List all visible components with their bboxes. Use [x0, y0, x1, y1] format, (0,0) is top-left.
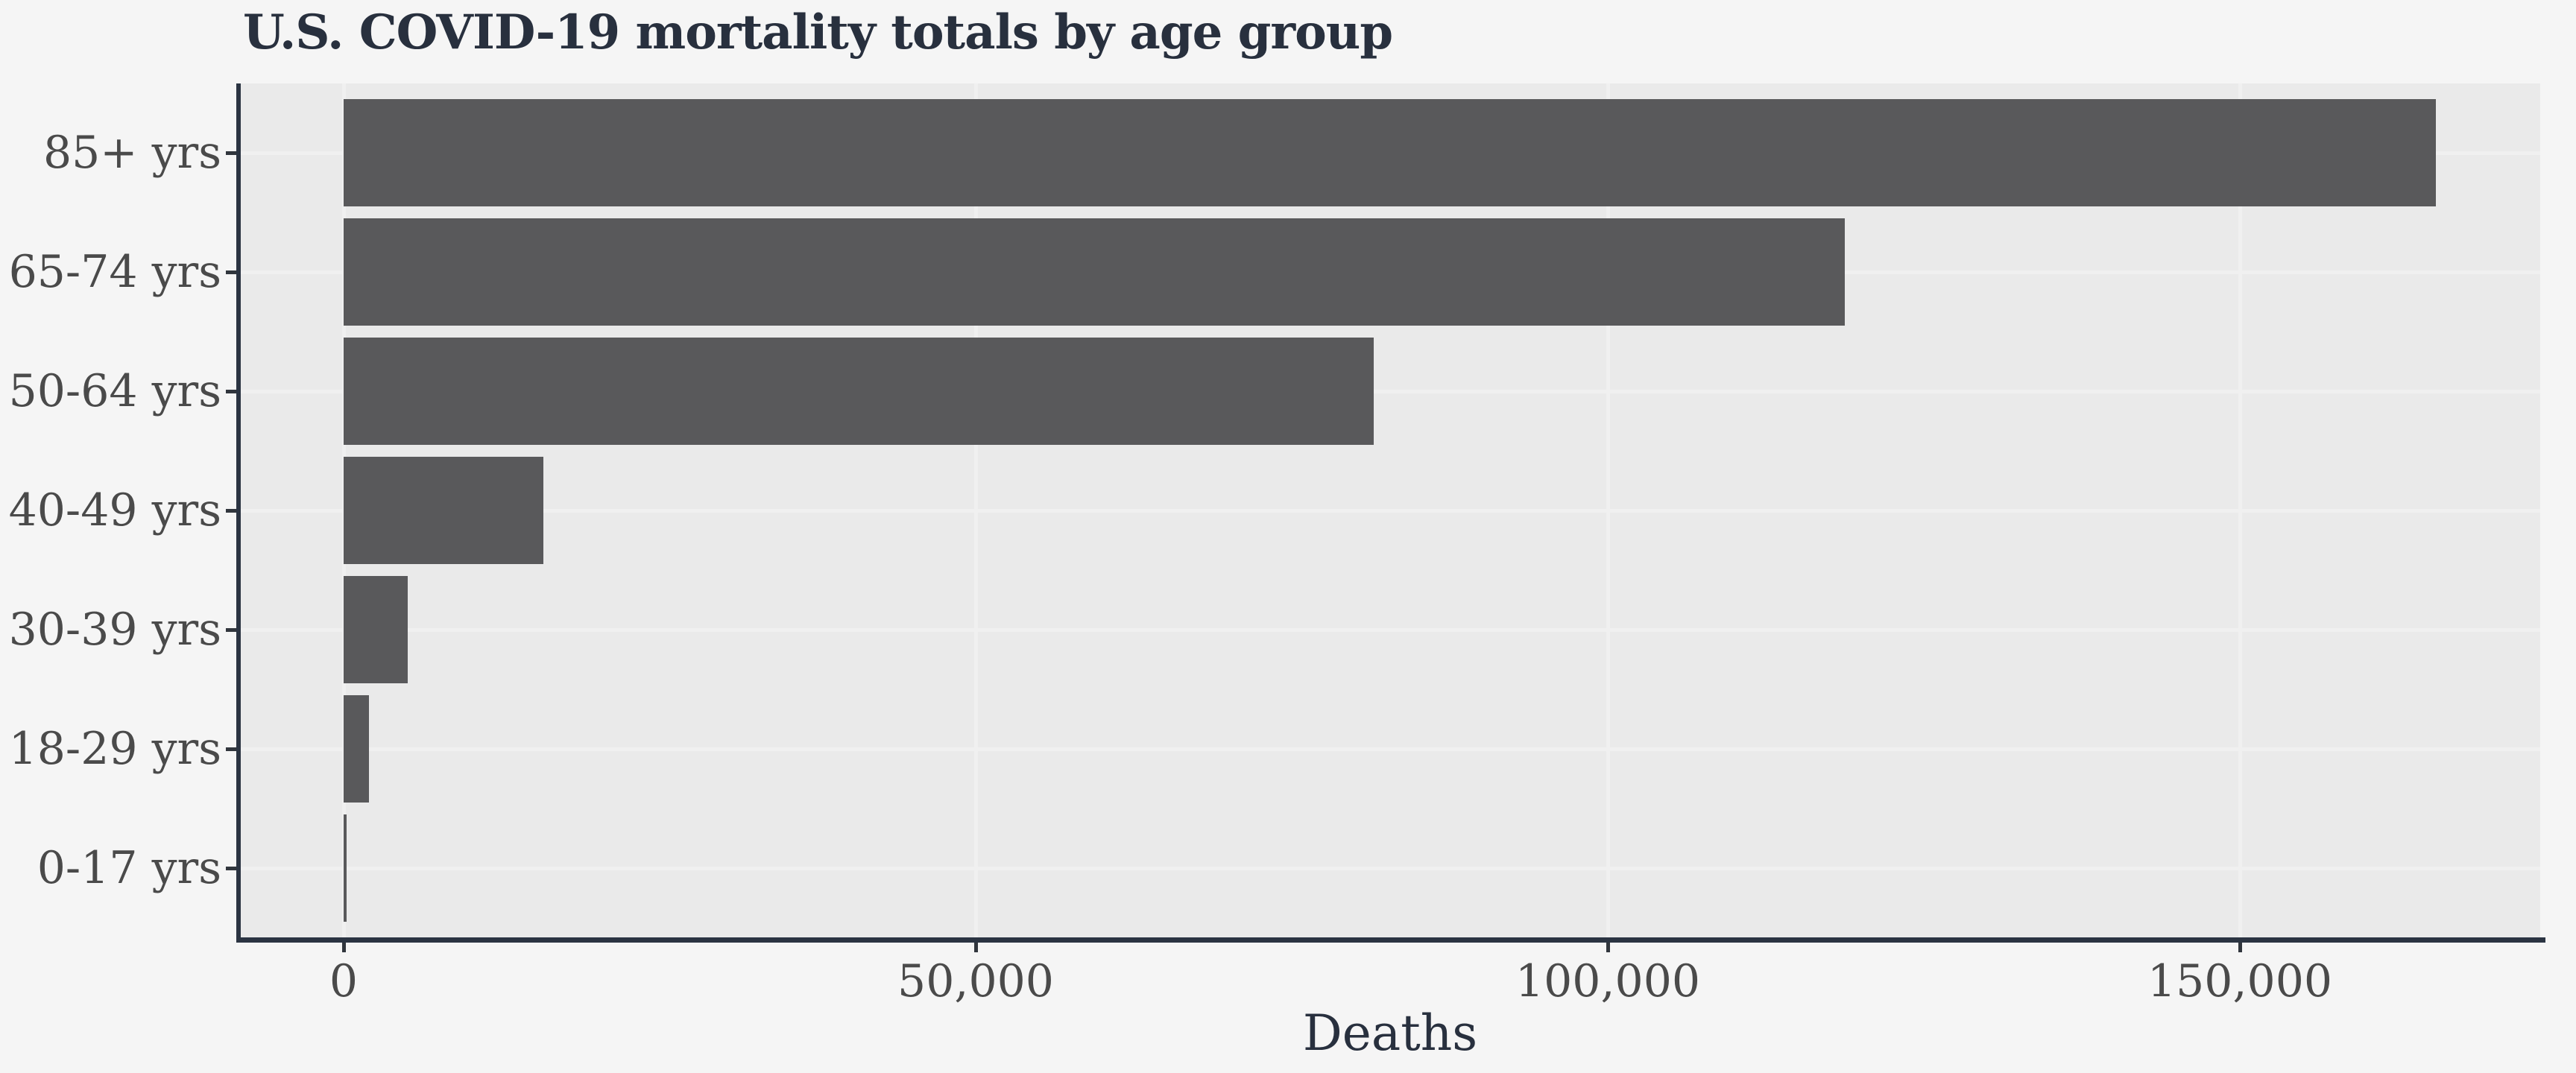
bar — [344, 338, 1374, 445]
chart-title: U.S. COVID-19 mortality totals by age gr… — [243, 4, 1393, 60]
x-axis-tick-label: 100,000 — [1515, 955, 1701, 1007]
y-tick-mark — [226, 627, 236, 632]
horizontal-gridline — [240, 747, 2540, 751]
y-axis-tick-label: 30-39 yrs — [8, 604, 221, 656]
x-tick-mark — [974, 943, 978, 952]
bar — [344, 218, 1845, 326]
y-tick-mark — [226, 866, 236, 870]
x-tick-mark — [1606, 943, 1610, 952]
horizontal-gridline — [240, 509, 2540, 513]
y-axis-tick-label: 85+ yrs — [42, 127, 221, 179]
horizontal-gridline — [240, 628, 2540, 632]
y-axis-tick-label: 65-74 yrs — [8, 246, 221, 298]
bar — [344, 99, 2436, 206]
y-tick-mark — [226, 508, 236, 513]
bar — [344, 695, 369, 803]
y-tick-mark — [226, 151, 236, 155]
y-axis-tick-label: 40-49 yrs — [8, 484, 221, 536]
x-axis-title: Deaths — [1302, 1004, 1478, 1062]
x-axis-tick-label: 150,000 — [2147, 955, 2333, 1007]
y-tick-mark — [226, 389, 236, 393]
x-tick-mark — [2238, 943, 2242, 952]
horizontal-gridline — [240, 867, 2540, 870]
horizontal-gridline — [240, 390, 2540, 393]
x-axis-tick-label: 0 — [329, 955, 359, 1007]
y-axis-tick-label: 18-29 yrs — [8, 723, 221, 775]
bar — [344, 576, 408, 683]
x-axis-line — [236, 937, 2545, 943]
y-axis-line — [236, 83, 241, 943]
y-tick-mark — [226, 270, 236, 274]
y-axis-tick-label: 0-17 yrs — [37, 842, 221, 894]
y-tick-mark — [226, 747, 236, 751]
x-tick-mark — [342, 943, 346, 952]
plot-panel — [240, 83, 2540, 937]
bar — [344, 814, 347, 922]
bar — [344, 457, 543, 564]
x-axis-tick-label: 50,000 — [897, 955, 1054, 1007]
y-axis-tick-label: 50-64 yrs — [8, 365, 221, 417]
